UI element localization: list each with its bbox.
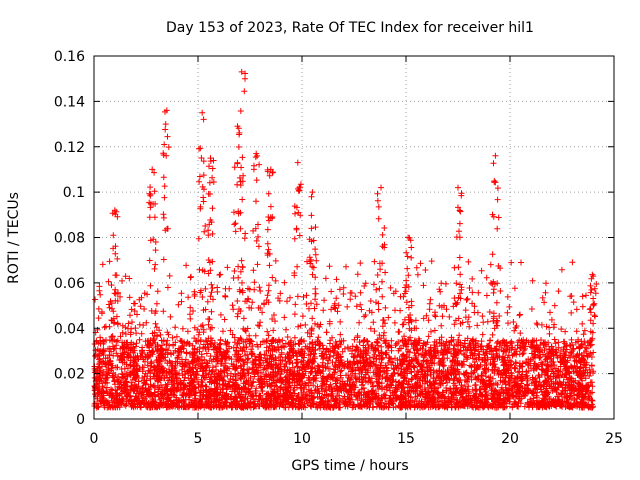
x-tick-label: 15 [397, 431, 415, 447]
x-axis: 0 5 10 15 20 25 [90, 56, 623, 447]
y-tick-label: 0.12 [54, 140, 85, 156]
x-axis-label: GPS time / hours [291, 458, 408, 474]
y-tick-label: 0 [76, 412, 85, 428]
x-tick-label: 10 [293, 431, 311, 447]
x-tick-label: 20 [501, 431, 519, 447]
y-tick-label: 0.02 [54, 367, 85, 383]
roti-point-markers [91, 68, 600, 411]
grid-lines [94, 56, 614, 419]
x-tick-label: 0 [90, 431, 99, 447]
y-axis-label: ROTI / TECUs [6, 192, 22, 284]
y-tick-label: 0.1 [63, 185, 85, 201]
y-tick-label: 0.06 [54, 276, 85, 292]
x-tick-label: 5 [194, 431, 203, 447]
y-tick-label: 0.04 [54, 321, 85, 337]
x-tick-label: 25 [605, 431, 623, 447]
chart-title: Day 153 of 2023, Rate Of TEC Index for r… [166, 20, 534, 36]
y-axis: 0 0.02 0.04 0.06 0.08 0.1 0.12 0.14 0.16 [54, 49, 614, 428]
data-points [91, 68, 600, 411]
y-tick-label: 0.14 [54, 94, 85, 110]
y-tick-label: 0.16 [54, 49, 85, 65]
y-tick-label: 0.08 [54, 231, 85, 247]
